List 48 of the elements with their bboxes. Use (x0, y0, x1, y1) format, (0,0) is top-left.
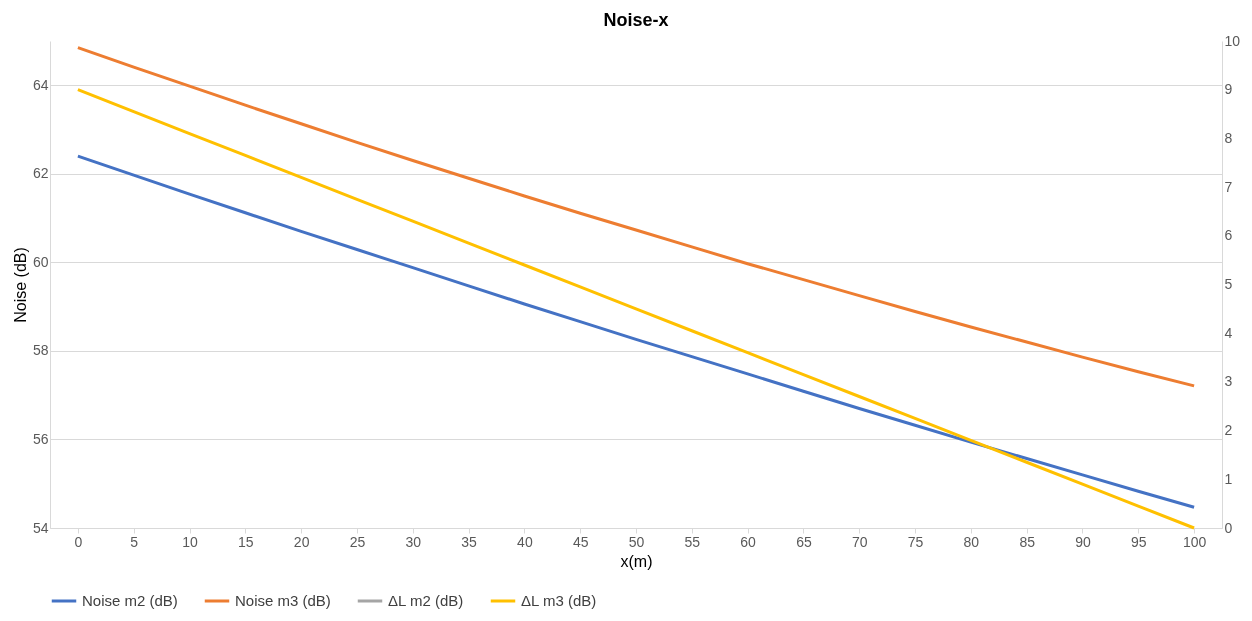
y2-tick-label: 4 (1224, 324, 1233, 341)
y2-tick-label: 7 (1224, 178, 1233, 195)
x-tick-label: 95 (1131, 533, 1147, 550)
x-tick-label: 5 (130, 533, 139, 550)
x-tick-label: 40 (517, 533, 533, 550)
y2-tick-label: 6 (1224, 227, 1233, 244)
y2-tick-label: 10 (1224, 32, 1241, 49)
x-tick-label: 10 (182, 533, 199, 550)
y2-tick-label: 8 (1224, 129, 1233, 146)
y2-tick-label: 3 (1224, 373, 1233, 390)
x-tick-label: 50 (628, 533, 645, 550)
y2-tick-label: 2 (1224, 422, 1233, 439)
x-tick-label: 80 (963, 533, 980, 550)
y-tick-label: 62 (32, 165, 49, 182)
x-tick-label: 0 (74, 533, 83, 550)
x-tick-label: 85 (1019, 533, 1036, 550)
y-axis-title: Noise (dB) (11, 247, 29, 323)
y-tick-label: 58 (32, 342, 49, 359)
x-tick-label: 15 (238, 533, 254, 550)
line-series (76, 154, 1196, 509)
x-tick-label: 70 (851, 533, 868, 550)
legend-label: ΔL m2 (dB) (388, 592, 464, 609)
x-tick-label: 90 (1075, 533, 1091, 550)
x-tick-label: 20 (293, 533, 310, 550)
legend-label: Noise m2 (dB) (82, 592, 178, 609)
x-tick-label: 100 (1182, 533, 1207, 550)
x-tick-label: 65 (796, 533, 812, 550)
y-tick-label: 64 (32, 76, 49, 93)
line-series (76, 88, 1196, 530)
x-tick-label: 25 (349, 533, 366, 550)
x-tick-label: 60 (740, 533, 757, 550)
y-tick-label: 60 (32, 253, 49, 270)
y-tick-label: 56 (32, 430, 49, 447)
y2-tick-label: 0 (1224, 519, 1233, 536)
line-series (76, 46, 1196, 388)
y-tick-label: 54 (32, 519, 49, 536)
y2-tick-label: 1 (1224, 470, 1233, 487)
y2-tick-label: 5 (1224, 276, 1233, 292)
x-axis-title: x(m) (620, 552, 653, 570)
legend-label: ΔL m3 (dB) (521, 592, 597, 609)
y2-tick-label: 9 (1224, 81, 1233, 98)
legend-label: Noise m3 (dB) (235, 592, 331, 609)
x-tick-label: 45 (572, 533, 589, 550)
chart-title: Noise-x (603, 10, 669, 30)
x-tick-label: 55 (684, 533, 701, 550)
x-tick-label: 35 (461, 533, 478, 550)
x-tick-label: 75 (907, 533, 924, 550)
x-tick-label: 30 (405, 533, 422, 550)
